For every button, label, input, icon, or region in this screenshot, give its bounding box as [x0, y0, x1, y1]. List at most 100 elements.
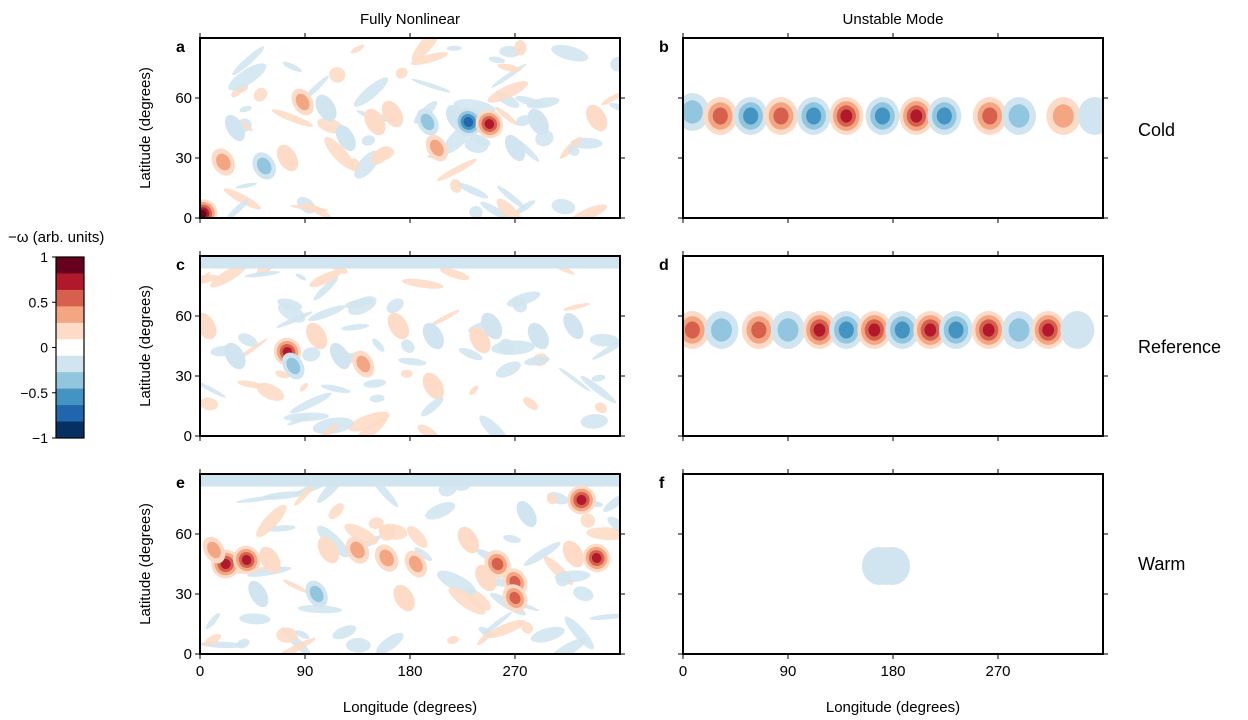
field-streak — [482, 611, 512, 635]
contour-feature — [481, 312, 503, 340]
field-streak — [332, 625, 357, 640]
contour-feature — [422, 322, 444, 350]
colorbar-cell — [56, 355, 84, 373]
panel-letter: b — [659, 39, 669, 56]
row-label-reference: Reference — [1138, 337, 1221, 357]
field-streak — [400, 369, 413, 378]
y-axis-label: Latitude (degrees) — [137, 67, 154, 189]
contour-level — [562, 540, 584, 568]
contour-level — [1060, 311, 1095, 349]
field-streak — [436, 158, 477, 182]
field-streak — [294, 484, 315, 506]
contour-level — [813, 323, 826, 337]
field-streak — [609, 102, 620, 112]
field-streak — [530, 626, 565, 643]
contour-feature — [345, 536, 370, 564]
field-streak — [607, 516, 620, 534]
contour-feature — [562, 540, 584, 568]
contour-level — [306, 322, 328, 350]
field-streak — [457, 182, 489, 199]
field-streak — [407, 525, 428, 548]
colorbar-cell — [56, 289, 84, 307]
field-streak — [368, 517, 384, 529]
contour-feature — [733, 97, 768, 135]
field-streak — [297, 605, 342, 614]
field-streak — [591, 374, 606, 382]
colorbar-cell — [56, 388, 84, 406]
contour-level — [379, 549, 394, 567]
contour-feature — [885, 311, 920, 349]
contour-level — [317, 536, 339, 564]
contour-level — [364, 108, 386, 136]
y-tick-label: 60 — [175, 308, 192, 325]
field-streak — [205, 613, 220, 630]
panel-field — [862, 547, 910, 585]
contour-level — [207, 541, 221, 559]
contour-level — [295, 93, 310, 111]
field-streak — [486, 619, 526, 639]
field-streak — [568, 145, 580, 156]
contour-level — [241, 555, 252, 565]
contour-level — [874, 107, 891, 125]
field-streak — [411, 78, 451, 93]
contour-feature — [305, 580, 328, 608]
contour-feature — [315, 94, 337, 122]
contour-level — [286, 357, 301, 375]
field-streak — [448, 587, 486, 615]
contour-level — [1008, 318, 1030, 342]
field-streak — [253, 87, 268, 102]
panel-letter: f — [659, 475, 665, 492]
contour-level — [276, 144, 299, 172]
field-streak — [430, 309, 460, 326]
x-tick-label: 180 — [397, 663, 422, 680]
field-streak — [549, 637, 587, 654]
colorbar-cell — [56, 372, 84, 390]
field-streak — [235, 182, 257, 189]
contour-feature — [502, 584, 528, 612]
contour-level — [457, 526, 479, 554]
contour-level — [248, 580, 269, 608]
panel-letter: a — [176, 39, 185, 56]
colorbar-cell — [56, 273, 84, 291]
field-streak — [551, 44, 589, 62]
contour-feature — [232, 545, 261, 575]
field-streak — [494, 106, 518, 126]
colorbar-tick-label: 0 — [40, 340, 48, 356]
contour-level — [862, 547, 896, 585]
field-streak — [277, 302, 306, 323]
contour-feature — [224, 342, 246, 370]
contour-feature — [224, 114, 246, 142]
contour-feature — [829, 97, 864, 135]
contour-level — [840, 109, 853, 123]
field-streak — [497, 185, 526, 210]
field-streak — [303, 202, 332, 218]
contour-feature — [516, 500, 537, 528]
y-tick-label: 0 — [184, 646, 192, 663]
x-tick-label: 90 — [297, 663, 314, 680]
contour-feature — [317, 536, 339, 564]
field-streak — [271, 109, 314, 127]
contour-level — [484, 119, 495, 129]
field-streak — [307, 305, 346, 322]
contour-feature — [364, 108, 386, 136]
contour-feature — [393, 584, 415, 612]
field-streak — [240, 121, 253, 132]
contour-level — [381, 100, 404, 128]
contour-level — [527, 322, 549, 350]
contour-level — [335, 124, 356, 152]
field-streak — [573, 586, 594, 602]
field-streak — [437, 570, 477, 596]
field-streak — [277, 298, 303, 311]
field-streak — [563, 302, 590, 311]
field-streak — [524, 356, 550, 366]
contour-level — [773, 107, 789, 125]
field-streak — [410, 52, 449, 66]
x-tick-label: 90 — [780, 663, 797, 680]
contour-level — [429, 139, 444, 157]
contour-level — [982, 107, 998, 125]
colorbar: −ω (arb. units) 1 0.5 0 −0.5 −1 — [8, 229, 104, 446]
contour-feature — [469, 326, 491, 354]
field-streak — [497, 63, 521, 72]
contour-level — [309, 585, 324, 603]
